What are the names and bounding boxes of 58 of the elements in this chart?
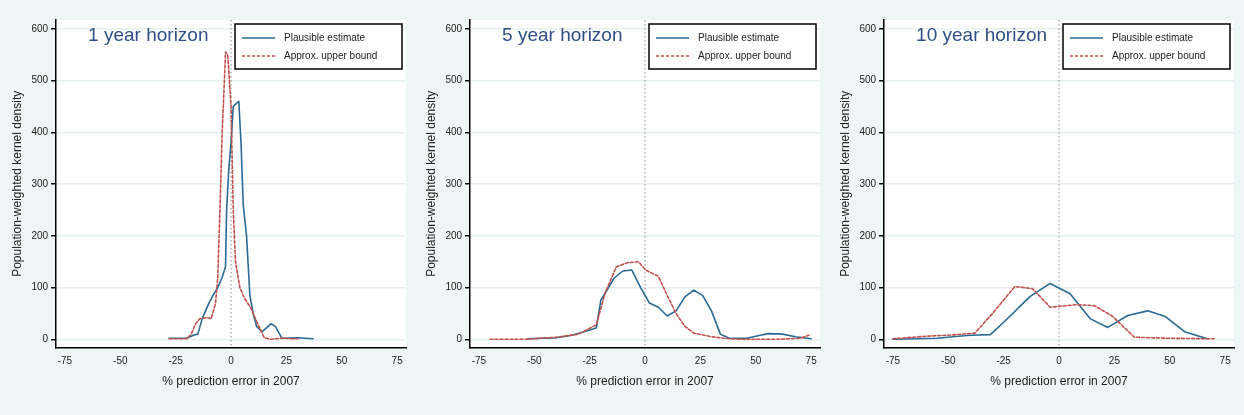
x-axis-title: % prediction error in 2007 [162, 374, 301, 389]
y-tick-label: 600 [445, 22, 463, 34]
y-tick-label: 200 [445, 229, 463, 241]
x-tick-label: -75 [57, 355, 73, 367]
y-tick-label: 0 [42, 333, 49, 345]
legend-label: Approx. upper bound [698, 49, 792, 61]
y-tick-label: 600 [859, 22, 877, 34]
x-tick-label: -25 [582, 355, 598, 367]
y-tick-label: 400 [31, 126, 49, 138]
x-tick-label: 0 [228, 355, 235, 367]
x-tick-label: -75 [885, 355, 901, 367]
x-tick-label: 25 [694, 355, 707, 367]
x-tick-label: 75 [805, 355, 818, 367]
x-tick-label: 0 [642, 355, 649, 367]
x-tick-label: -50 [941, 355, 956, 367]
y-tick-label: 200 [859, 229, 877, 241]
y-tick-label: 0 [456, 333, 463, 345]
legend-label: Plausible estimate [1112, 31, 1194, 43]
x-tick-label: 50 [750, 355, 762, 367]
x-tick-label: 50 [336, 355, 348, 367]
y-tick-label: 300 [31, 177, 49, 189]
x-tick-label: 25 [280, 355, 293, 367]
y-tick-label: 400 [859, 126, 877, 138]
y-tick-label: 0 [870, 333, 877, 345]
x-tick-label: -50 [113, 355, 128, 367]
x-tick-label: -25 [996, 355, 1012, 367]
chart-title: 10 year horizon [916, 24, 1048, 45]
legend-label: Approx. upper bound [284, 49, 378, 61]
y-tick-label: 300 [859, 177, 877, 189]
y-axis-title: Population-weighted kernel density [9, 90, 24, 277]
y-tick-label: 600 [31, 22, 49, 34]
y-tick-label: 200 [31, 229, 49, 241]
legend-label: Approx. upper bound [1112, 49, 1206, 61]
y-axis-title: Population-weighted kernel density [837, 90, 852, 277]
x-axis-title: % prediction error in 2007 [576, 374, 715, 389]
legend-label: Plausible estimate [284, 31, 366, 43]
y-tick-label: 500 [859, 74, 877, 86]
x-tick-label: 25 [1108, 355, 1121, 367]
x-axis-title: % prediction error in 2007 [990, 374, 1129, 389]
legend-label: Plausible estimate [698, 31, 780, 43]
chart-title: 5 year horizon [502, 24, 623, 45]
x-tick-label: -25 [168, 355, 184, 367]
chart-title: 1 year horizon [88, 24, 209, 45]
x-tick-label: 75 [1219, 355, 1232, 367]
y-tick-label: 300 [445, 177, 463, 189]
x-tick-label: -75 [471, 355, 487, 367]
y-tick-label: 500 [445, 74, 463, 86]
x-tick-label: -50 [527, 355, 542, 367]
x-tick-label: 0 [1056, 355, 1063, 367]
y-tick-label: 100 [445, 281, 463, 293]
y-tick-label: 500 [31, 74, 49, 86]
y-axis-title: Population-weighted kernel density [423, 90, 438, 277]
y-tick-label: 400 [445, 126, 463, 138]
x-tick-label: 50 [1164, 355, 1176, 367]
y-tick-label: 100 [859, 281, 877, 293]
y-tick-label: 100 [31, 281, 49, 293]
x-tick-label: 75 [391, 355, 404, 367]
line-series [489, 260, 810, 341]
